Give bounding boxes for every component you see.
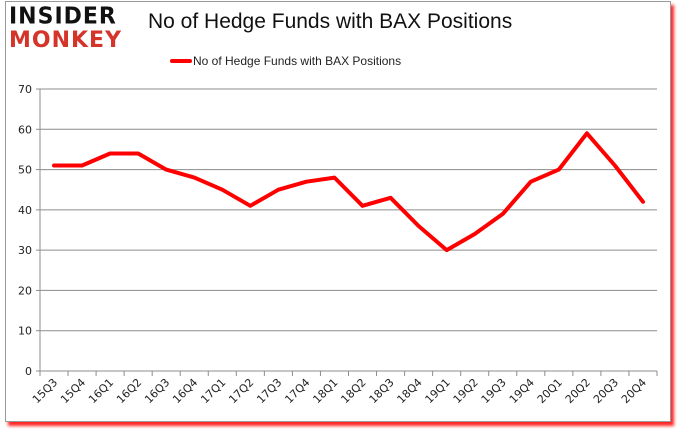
x-tick-label: 17Q2 (226, 376, 256, 406)
y-tick-label: 0 (25, 365, 32, 378)
x-tick-label: 19Q4 (507, 376, 537, 406)
chart-title: No of Hedge Funds with BAX Positions (148, 10, 513, 33)
logo-line-2: MONKEY (9, 28, 123, 53)
series-line (52, 131, 645, 253)
x-tick-label: 19Q3 (479, 376, 509, 406)
x-tick-label: 17Q1 (198, 376, 228, 406)
x-tick-label: 20Q4 (619, 376, 649, 406)
legend-swatch-icon (170, 59, 192, 63)
x-tick-label: 19Q2 (451, 376, 481, 406)
chart-frame (5, 1, 671, 422)
legend-label: No of Hedge Funds with BAX Positions (193, 54, 402, 68)
chart-legend: No of Hedge Funds with BAX Positions (170, 54, 401, 68)
y-tick-label: 70 (18, 83, 32, 96)
x-tick-label: 17Q3 (254, 376, 284, 406)
x-tick-label: 20Q3 (591, 376, 621, 406)
x-tick-label: 16Q1 (86, 376, 116, 406)
x-tick-label: 17Q4 (282, 376, 312, 406)
x-axis: 15Q315Q416Q116Q216Q316Q417Q117Q217Q317Q4… (30, 370, 658, 406)
y-axis: 0 10 20 30 40 50 60 70 (18, 83, 41, 378)
x-tick-label: 18Q4 (395, 376, 425, 406)
y-tick-label: 20 (18, 284, 32, 297)
x-tick-label: 20Q1 (535, 376, 565, 406)
y-tick-label: 40 (18, 204, 32, 217)
x-tick-label: 18Q1 (310, 376, 340, 406)
y-tick-label: 10 (18, 325, 32, 338)
gridlines (40, 88, 657, 332)
x-tick-label: 18Q2 (338, 376, 368, 406)
y-tick-label: 50 (18, 164, 32, 177)
x-tick-label: 16Q4 (170, 376, 200, 406)
x-tick-label: 15Q4 (58, 376, 88, 406)
insider-monkey-logo: INSIDER MONKEY (9, 3, 127, 53)
x-tick-label: 16Q2 (114, 376, 144, 406)
y-tick-label: 30 (18, 244, 32, 257)
x-tick-label: 19Q1 (423, 376, 453, 406)
x-tick-label: 20Q2 (563, 376, 593, 406)
logo-line-1: INSIDER (9, 3, 117, 30)
x-tick-label: 15Q3 (30, 376, 60, 406)
x-tick-label: 16Q3 (142, 376, 172, 406)
y-tick-label: 60 (18, 123, 32, 136)
x-tick-label: 18Q3 (367, 376, 397, 406)
